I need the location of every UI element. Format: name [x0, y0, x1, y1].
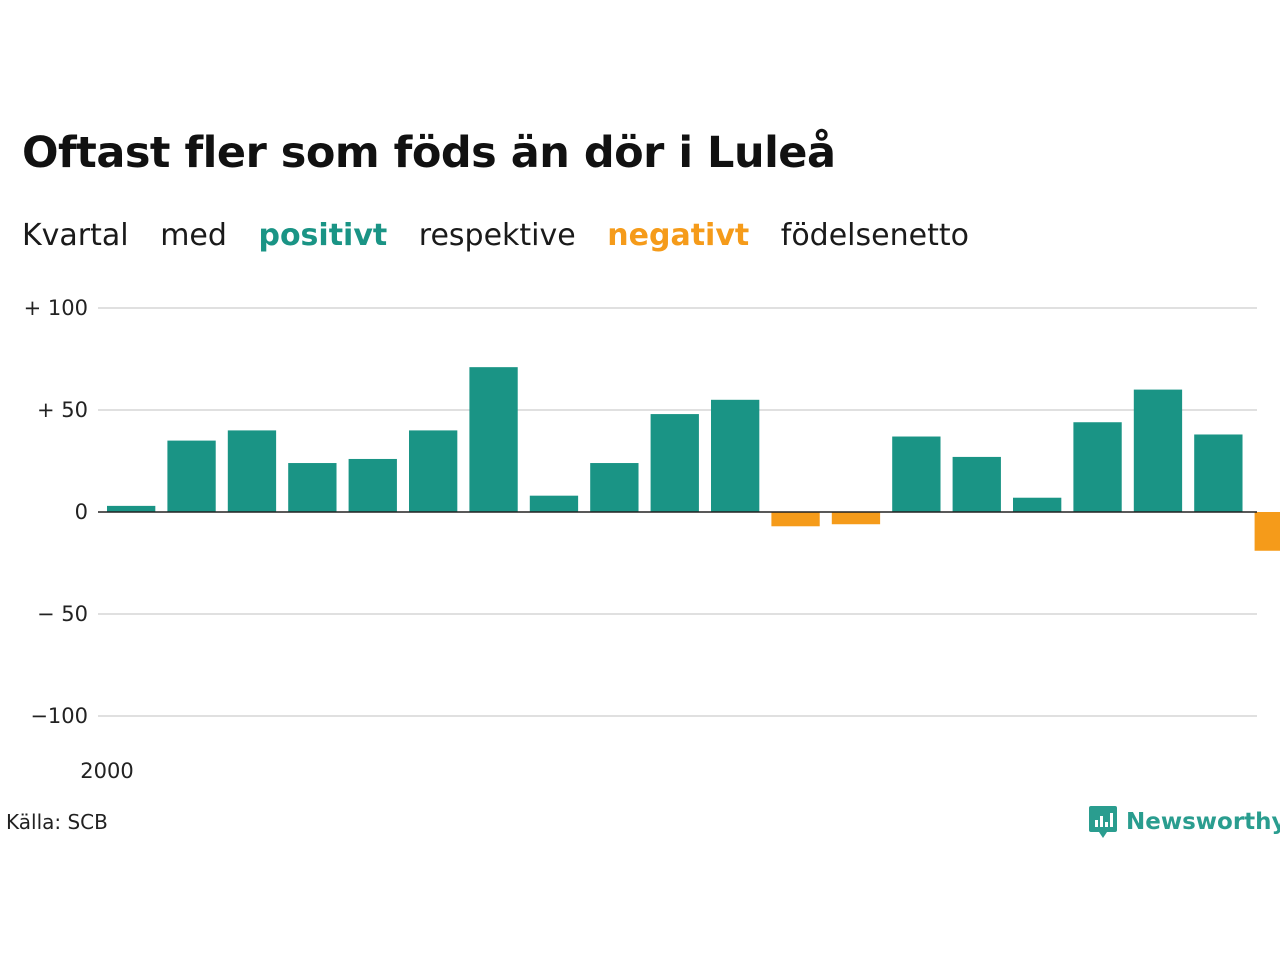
bar-negative — [831, 512, 881, 525]
bar-positive — [167, 440, 216, 512]
newsworthy-chat-chart-icon — [1089, 806, 1117, 838]
y-tick-label: + 50 — [37, 398, 88, 422]
grid-lines — [98, 307, 1257, 717]
bar-positive — [1013, 497, 1062, 512]
subtitle-positive-label: positivt — [258, 218, 388, 253]
subtitle-word-kvartal: Kvartal — [22, 218, 129, 253]
bar-negative — [1254, 512, 1280, 551]
bar-positive — [409, 430, 458, 512]
bar-positive — [952, 456, 1001, 512]
bar-chart: + 100 + 50 0 − 50 −100 20002005201020152020 — [24, 296, 1280, 783]
bar-positive — [227, 430, 277, 512]
bar-positive — [348, 458, 397, 512]
bar-positive — [1194, 434, 1243, 512]
bars — [107, 367, 1280, 551]
bar-positive — [469, 367, 518, 512]
bar-positive — [288, 463, 337, 512]
chart-title: Oftast fler som föds än dör i Luleå — [22, 128, 836, 178]
y-tick-label: −100 — [30, 704, 88, 728]
source-note: Källa: SCB — [6, 810, 108, 834]
x-axis-ticks: 20002005201020152020 — [80, 759, 133, 783]
newsworthy-logo: Newsworthy — [1088, 804, 1280, 840]
bar-negative — [771, 512, 820, 527]
bar-positive — [590, 463, 639, 512]
y-tick-label: + 100 — [24, 296, 88, 320]
y-axis-ticks: + 100 + 50 0 − 50 −100 — [24, 296, 88, 728]
subtitle-word-med: med — [160, 218, 227, 253]
bar-positive — [1073, 422, 1122, 512]
subtitle-negative-label: negativt — [607, 218, 750, 253]
chart-subtitle: Kvartal med positivt respektive negativt… — [22, 218, 991, 253]
y-tick-label: − 50 — [37, 602, 88, 626]
bar-positive — [107, 505, 156, 512]
bar-positive — [892, 436, 941, 512]
bar-positive — [650, 414, 699, 512]
subtitle-word-respektive: respektive — [418, 218, 576, 253]
bar-positive — [711, 399, 760, 512]
subtitle-word-fodelsenetto: födelsenetto — [780, 218, 969, 253]
bar-positive — [529, 495, 579, 512]
bar-positive — [1133, 389, 1183, 512]
logo-text: Newsworthy — [1126, 809, 1280, 835]
x-tick-label: 2000 — [80, 759, 133, 783]
y-tick-label: 0 — [75, 500, 88, 524]
